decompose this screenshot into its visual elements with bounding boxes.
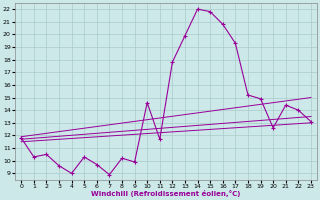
X-axis label: Windchill (Refroidissement éolien,°C): Windchill (Refroidissement éolien,°C) [92,190,241,197]
